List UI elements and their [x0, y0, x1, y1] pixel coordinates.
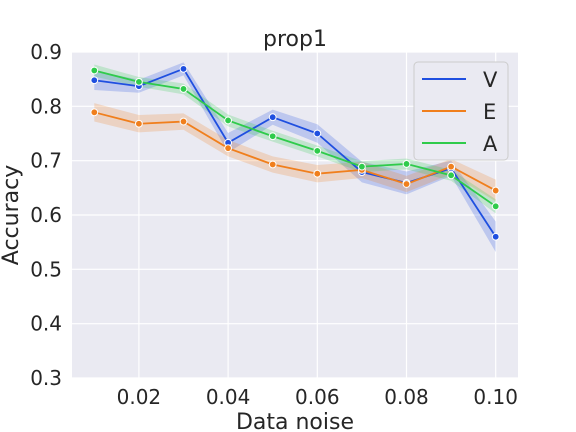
point-a — [447, 171, 456, 180]
legend-label-v: V — [483, 68, 498, 92]
point-e — [135, 119, 143, 128]
line-a — [94, 69, 497, 208]
point-a — [268, 132, 277, 141]
y-axis-label: Accuracy — [0, 165, 24, 265]
y-tick-label: 0.4 — [30, 312, 62, 336]
line-e — [94, 111, 497, 192]
point-a — [313, 146, 322, 155]
point-e — [224, 144, 233, 153]
point-a — [224, 116, 233, 125]
legend-label-a: A — [483, 132, 498, 156]
y-tick-label: 0.9 — [30, 40, 62, 64]
point-v — [268, 113, 277, 122]
y-tick-labels: 0.3 0.4 0.5 0.6 0.7 0.8 0.9 — [30, 40, 62, 390]
point-e — [268, 160, 277, 169]
point-v — [179, 64, 188, 73]
series-lines — [94, 67, 497, 238]
y-tick-label: 0.7 — [30, 149, 62, 173]
point-v — [313, 129, 322, 138]
y-tick-label: 0.8 — [30, 94, 62, 118]
point-a — [135, 77, 143, 86]
point-a — [358, 162, 366, 171]
band-a — [94, 64, 496, 214]
x-axis-label: Data noise — [236, 410, 354, 432]
point-v — [90, 76, 99, 85]
data-points — [90, 64, 500, 241]
grid-lines — [72, 51, 518, 379]
point-e — [402, 180, 411, 188]
legend-label-e: E — [483, 100, 496, 124]
y-tick-label: 0.5 — [30, 257, 62, 281]
point-v — [491, 232, 500, 241]
point-e — [313, 169, 322, 178]
legend: VEA — [413, 61, 509, 161]
x-tick-label: 0.04 — [206, 385, 251, 409]
point-e — [179, 117, 188, 126]
point-e — [90, 108, 99, 117]
point-a — [179, 85, 188, 93]
point-e — [447, 162, 456, 171]
x-tick-label: 0.06 — [295, 385, 340, 409]
point-a — [402, 160, 411, 168]
x-tick-label: 0.10 — [473, 385, 518, 409]
y-tick-label: 0.3 — [30, 366, 62, 390]
point-a — [90, 66, 99, 75]
x-tick-labels: 0.02 0.04 0.06 0.08 0.10 — [117, 385, 518, 409]
point-e — [491, 186, 500, 195]
point-a — [491, 202, 500, 211]
x-tick-label: 0.08 — [384, 385, 429, 409]
x-tick-label: 0.02 — [117, 385, 162, 409]
y-tick-label: 0.6 — [30, 203, 62, 227]
chart-title: prop1 — [263, 27, 327, 52]
